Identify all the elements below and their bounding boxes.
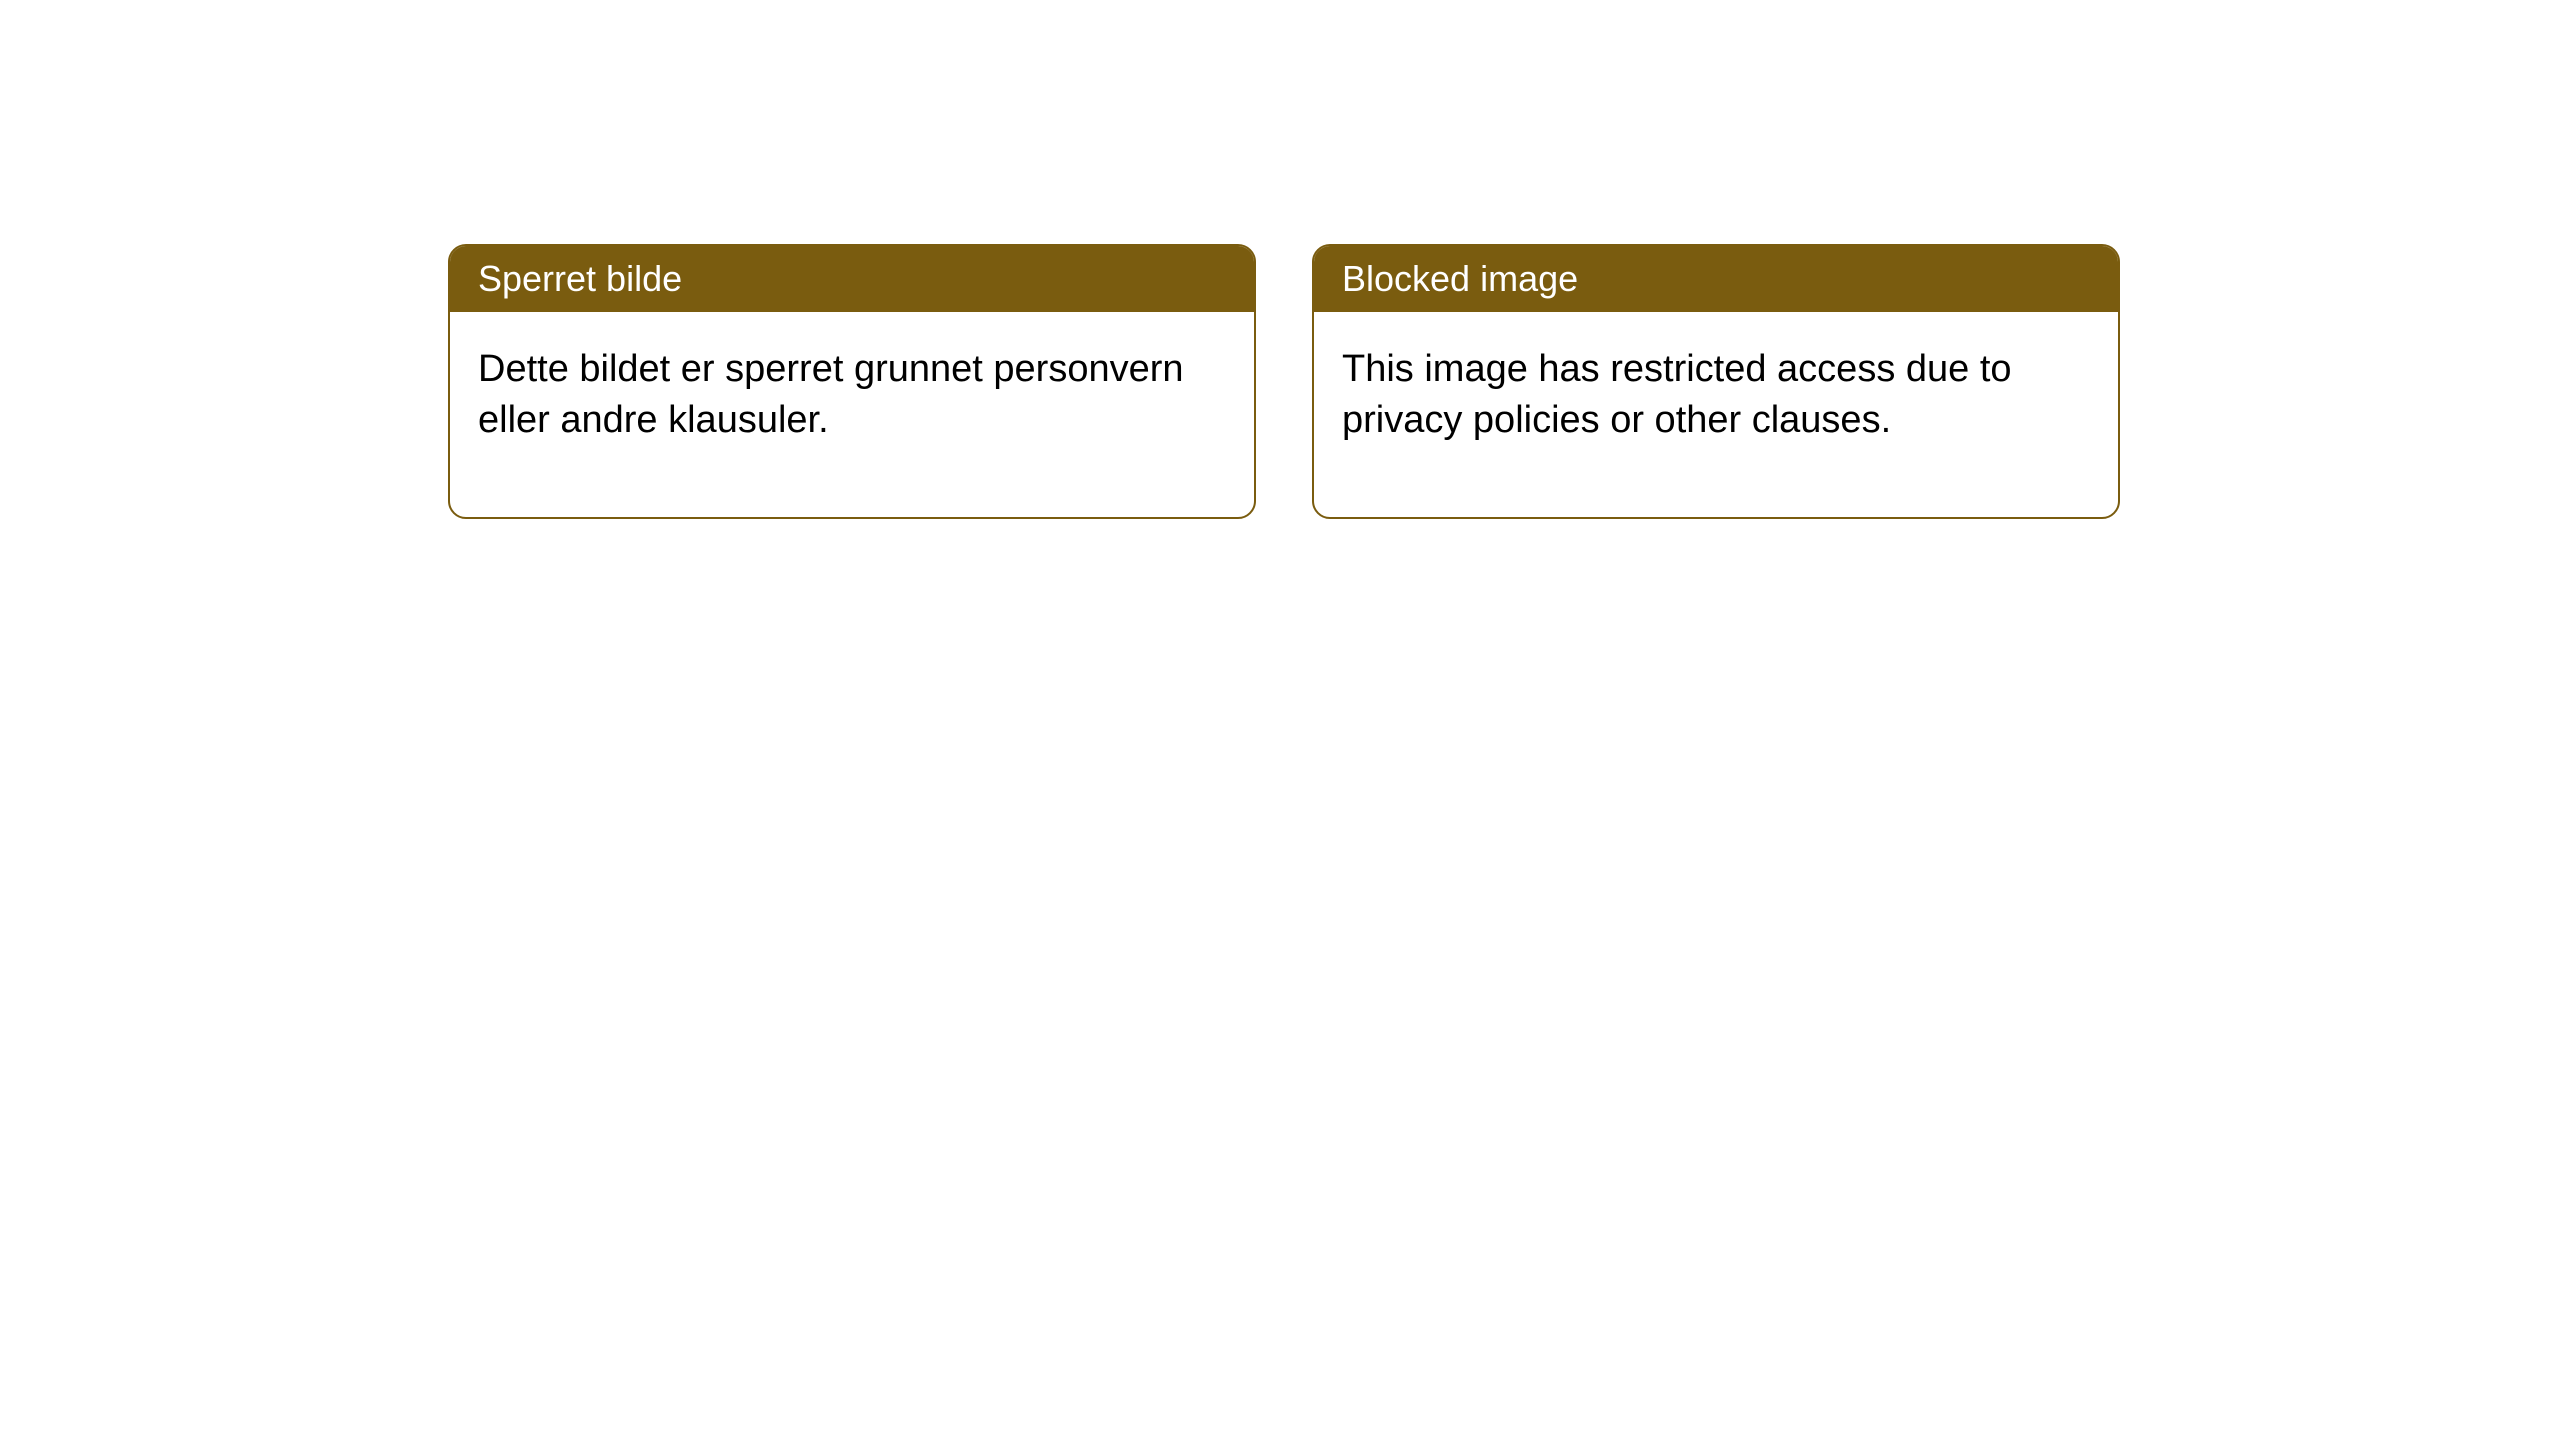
notice-text: This image has restricted access due to …	[1342, 348, 2012, 441]
notice-body-norwegian: Dette bildet er sperret grunnet personve…	[450, 312, 1254, 517]
notice-title: Sperret bilde	[478, 258, 682, 299]
notice-container: Sperret bilde Dette bildet er sperret gr…	[448, 244, 2120, 519]
notice-body-english: This image has restricted access due to …	[1314, 312, 2118, 517]
notice-header-norwegian: Sperret bilde	[450, 246, 1254, 312]
notice-text: Dette bildet er sperret grunnet personve…	[478, 348, 1184, 441]
notice-title: Blocked image	[1342, 258, 1578, 299]
notice-box-english: Blocked image This image has restricted …	[1312, 244, 2120, 519]
notice-header-english: Blocked image	[1314, 246, 2118, 312]
notice-box-norwegian: Sperret bilde Dette bildet er sperret gr…	[448, 244, 1256, 519]
